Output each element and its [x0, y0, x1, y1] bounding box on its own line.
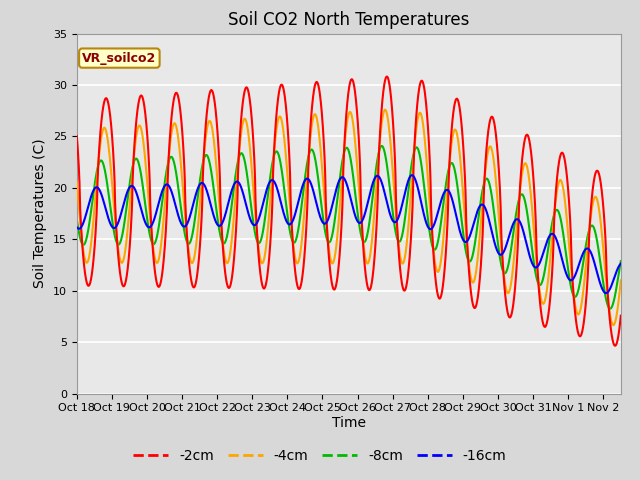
-2cm [534, 265, 541, 271]
Line: -2cm: -2cm [77, 76, 621, 346]
-8cm [431, 247, 438, 252]
-2cm [414, 97, 422, 103]
-16cm [352, 215, 360, 220]
-8cm [378, 143, 386, 149]
Line: -4cm: -4cm [77, 110, 621, 325]
-8cm [534, 278, 541, 284]
X-axis label: Time: Time [332, 416, 366, 430]
-16cm [602, 290, 610, 296]
-4cm [73, 180, 81, 185]
-4cm [105, 145, 113, 151]
-4cm [431, 254, 438, 260]
-4cm [617, 277, 625, 283]
-4cm [609, 322, 617, 328]
-8cm [414, 145, 422, 151]
Line: -8cm: -8cm [77, 146, 621, 309]
-8cm [352, 195, 360, 201]
-4cm [598, 233, 606, 239]
-16cm [617, 261, 625, 266]
-8cm [617, 258, 625, 264]
-8cm [598, 272, 606, 277]
-16cm [534, 264, 541, 270]
-2cm [598, 191, 606, 196]
-2cm [383, 73, 391, 79]
Text: VR_soilco2: VR_soilco2 [82, 51, 157, 65]
-4cm [534, 268, 541, 274]
-16cm [598, 286, 606, 291]
-4cm [352, 146, 360, 152]
-2cm [105, 103, 113, 108]
-16cm [73, 224, 81, 230]
-8cm [73, 216, 81, 222]
-2cm [352, 95, 360, 101]
-16cm [414, 184, 422, 190]
-4cm [381, 107, 389, 113]
-16cm [431, 221, 438, 227]
-2cm [73, 133, 81, 139]
-2cm [431, 263, 438, 268]
-8cm [606, 306, 614, 312]
-2cm [617, 313, 625, 319]
-2cm [611, 343, 619, 348]
Title: Soil CO2 North Temperatures: Soil CO2 North Temperatures [228, 11, 470, 29]
-4cm [414, 116, 422, 122]
Y-axis label: Soil Temperatures (C): Soil Temperatures (C) [33, 139, 47, 288]
Line: -16cm: -16cm [77, 175, 621, 293]
Legend: -2cm, -4cm, -8cm, -16cm: -2cm, -4cm, -8cm, -16cm [128, 443, 512, 468]
-16cm [408, 172, 415, 178]
-8cm [105, 192, 113, 198]
-16cm [105, 216, 113, 222]
